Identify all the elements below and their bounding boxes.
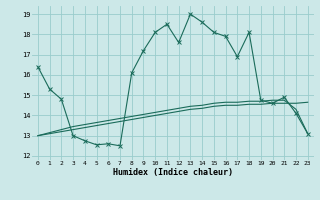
X-axis label: Humidex (Indice chaleur): Humidex (Indice chaleur) [113,168,233,177]
